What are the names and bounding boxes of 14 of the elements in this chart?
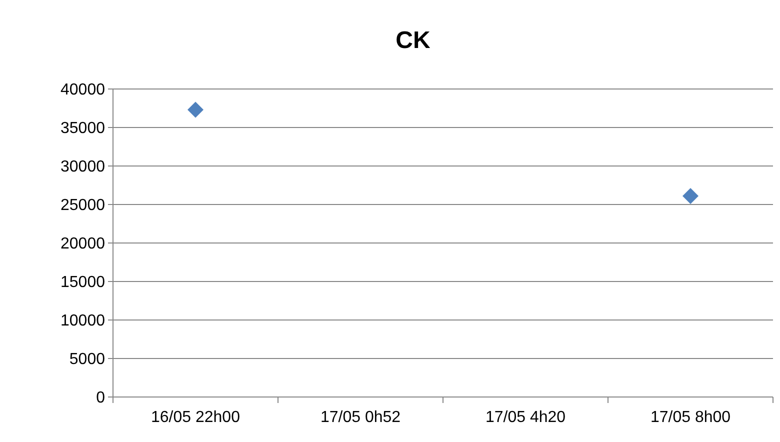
x-tick-label: 17/05 0h52 — [320, 409, 401, 426]
chart-title: CK — [396, 27, 431, 54]
y-tick-label: 25000 — [60, 197, 106, 214]
y-tick-label: 15000 — [60, 274, 106, 292]
y-tick-label: 20000 — [60, 236, 106, 253]
y-tick-label: 40000 — [60, 82, 106, 99]
y-tick-label: 30000 — [60, 158, 106, 176]
y-tick-label: 0 — [96, 390, 106, 407]
x-tick-label: 16/05 22h00 — [151, 409, 240, 426]
y-tick-label: 10000 — [60, 312, 106, 330]
y-tick-label: 5000 — [69, 351, 106, 368]
x-tick-label: 17/05 4h20 — [485, 409, 566, 426]
y-tick-label: 35000 — [60, 120, 106, 138]
x-tick-label: 17/05 8h00 — [650, 409, 731, 426]
